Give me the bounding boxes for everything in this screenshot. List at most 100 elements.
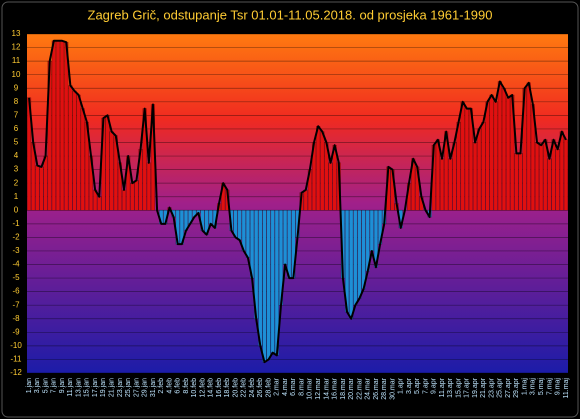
x-tick-label: 2.feb xyxy=(158,378,165,394)
bar xyxy=(109,131,114,211)
x-tick-label: 6.feb xyxy=(175,378,182,394)
bar xyxy=(489,94,494,211)
y-tick-label: 12 xyxy=(12,43,21,52)
x-tick-label: 24.mar xyxy=(365,377,372,399)
x-tick-label: 14.mar xyxy=(323,377,330,399)
y-tick-label: -12 xyxy=(10,368,22,377)
y-tick-label: -2 xyxy=(12,233,20,242)
x-tick-label: 10.mar xyxy=(307,377,314,399)
bar xyxy=(506,97,511,211)
x-tick-label: 3.apr xyxy=(406,377,413,394)
x-tick-label: 8.feb xyxy=(183,378,190,394)
x-tick-label: 29.apr xyxy=(513,377,520,398)
bar xyxy=(245,210,251,258)
bar xyxy=(39,166,44,211)
bar xyxy=(283,210,288,265)
x-tick-label: 4.mar xyxy=(282,377,289,396)
x-tick-label: 18.feb xyxy=(224,378,231,398)
bar xyxy=(456,121,461,211)
bar xyxy=(80,108,85,211)
x-tick-label: 26.mar xyxy=(373,377,380,399)
x-tick-label: 22.feb xyxy=(241,378,248,398)
y-tick-label: 13 xyxy=(12,29,21,38)
y-tick-label: -9 xyxy=(12,327,20,336)
bar xyxy=(68,85,73,211)
bar xyxy=(270,210,275,353)
bar xyxy=(130,182,135,211)
bar xyxy=(353,210,358,306)
x-tick-label: 7.jan xyxy=(51,378,58,393)
bar xyxy=(448,158,453,211)
bar xyxy=(51,40,56,211)
y-tick-label: 1 xyxy=(14,192,19,201)
y-tick-label: 3 xyxy=(14,165,19,174)
bar xyxy=(316,126,321,211)
y-tick-label: -8 xyxy=(12,314,20,323)
bar xyxy=(76,94,81,211)
x-tick-label: 10.feb xyxy=(191,378,198,398)
bar xyxy=(439,158,445,211)
bar xyxy=(501,88,507,211)
y-tick-label: -5 xyxy=(12,273,20,282)
bar xyxy=(514,153,519,211)
bar xyxy=(485,101,490,211)
x-tick-label: 21.jan xyxy=(109,378,116,397)
x-tick-label: 29.jan xyxy=(142,378,149,397)
x-tick-label: 22.mar xyxy=(356,377,363,399)
bar xyxy=(303,189,308,211)
x-tick-label: 9.apr xyxy=(431,377,438,394)
x-tick-label: 1.maj xyxy=(521,378,528,396)
x-tick-label: 27.jan xyxy=(133,378,140,397)
bar xyxy=(258,210,263,347)
x-tick-label: 7.apr xyxy=(422,377,429,394)
y-tick-label: 2 xyxy=(14,178,19,187)
x-tick-label: 2.mar xyxy=(274,377,281,396)
x-tick-label: 1.apr xyxy=(398,377,405,394)
bar xyxy=(233,210,238,238)
x-tick-label: 13.jan xyxy=(75,378,82,397)
x-tick-label: 28.mar xyxy=(381,377,388,399)
bar xyxy=(357,210,362,299)
x-tick-label: 11.apr xyxy=(439,377,446,397)
x-tick-label: 26.feb xyxy=(257,378,264,398)
bar xyxy=(287,210,292,279)
bar xyxy=(97,196,102,211)
y-tick-label: 9 xyxy=(14,83,19,92)
bar xyxy=(452,142,457,211)
x-tick-label: 15.jan xyxy=(84,378,91,397)
bar xyxy=(534,142,540,211)
bar xyxy=(369,210,374,252)
bar xyxy=(349,210,354,319)
bar xyxy=(55,40,61,211)
x-tick-label: 5.maj xyxy=(538,378,545,396)
x-tick-label: 9.maj xyxy=(555,378,562,396)
y-tick-label: 6 xyxy=(14,124,19,133)
bar xyxy=(328,162,333,211)
x-tick-label: 28.feb xyxy=(265,378,272,398)
x-tick-label: 1.jan xyxy=(26,378,33,393)
y-tick-label: -3 xyxy=(12,246,20,255)
x-tick-label: 14.feb xyxy=(208,378,215,398)
x-tick-label: 15.apr xyxy=(455,377,462,398)
bar xyxy=(105,115,110,211)
y-tick-label: 0 xyxy=(14,205,19,214)
x-tick-label: 3.maj xyxy=(530,378,537,396)
bar xyxy=(473,142,478,211)
bar xyxy=(361,210,366,290)
y-tick-label: 7 xyxy=(14,110,19,119)
bar xyxy=(526,82,531,211)
x-tick-label: 18.mar xyxy=(340,377,347,399)
x-tick-label: 5.apr xyxy=(414,377,421,394)
x-tick-label: 20.feb xyxy=(232,378,239,398)
bar xyxy=(460,101,465,211)
bar xyxy=(72,90,77,211)
bar xyxy=(477,128,482,211)
x-tick-label: 20.mar xyxy=(348,377,355,399)
bar xyxy=(547,158,552,211)
bar xyxy=(266,210,271,360)
bar xyxy=(493,101,498,211)
y-tick-label: 11 xyxy=(12,56,21,65)
y-tick-label: 8 xyxy=(14,97,19,106)
